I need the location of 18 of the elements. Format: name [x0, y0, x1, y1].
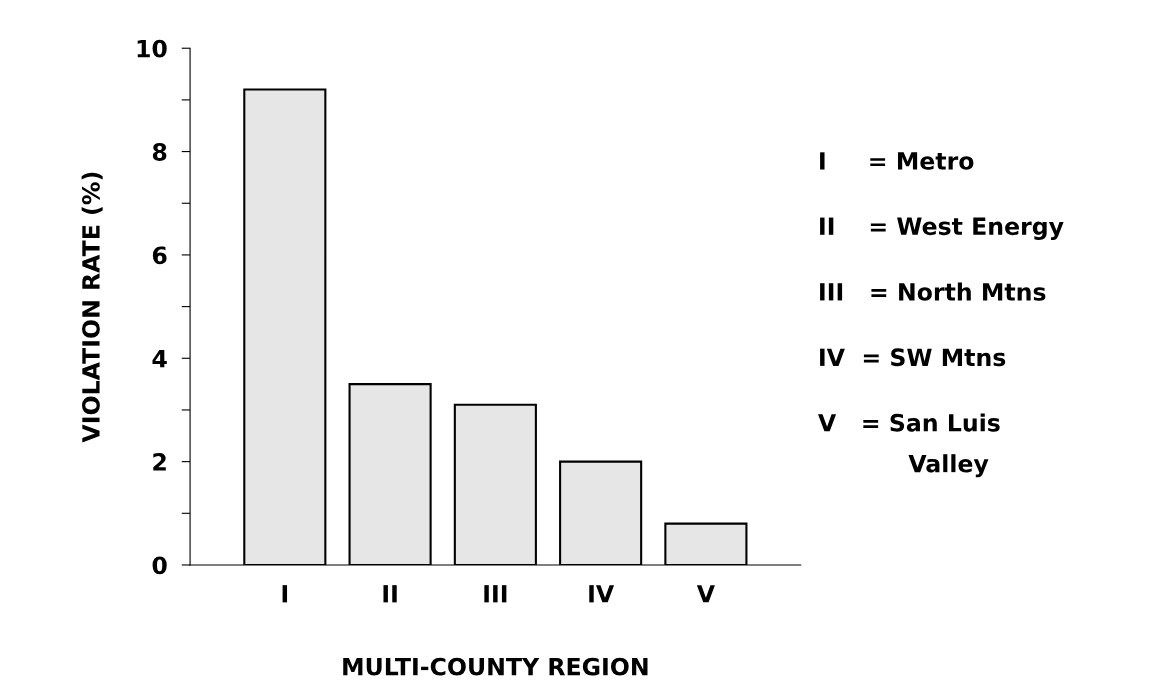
y-tick-label: 0: [152, 556, 167, 575]
y-tick-label: 10: [137, 39, 167, 58]
text: III = North Mtns: [820, 282, 1046, 301]
text: I = Metro: [820, 152, 974, 170]
y-tick-label: 8: [152, 143, 167, 161]
y-tick-label: 4: [152, 350, 167, 368]
text: II = West Energy: [820, 217, 1064, 240]
x-tick-label: II: [383, 585, 397, 603]
x-axis-title: MULTI-COUNTY REGION: [343, 657, 648, 676]
y-tick-label: 6: [152, 246, 167, 265]
x-tick-label: I: [282, 585, 288, 603]
text: V = San Luis Valley: [818, 413, 1000, 478]
x-tick-label: V: [696, 585, 715, 603]
y-axis-title: VIOLATION RATE (%): [81, 172, 103, 443]
x-tick-label: III: [484, 585, 507, 603]
text: IV = SW Mtns: [820, 348, 1006, 367]
y-tick-label: 2: [153, 453, 166, 471]
x-tick-label: IV: [589, 585, 615, 603]
